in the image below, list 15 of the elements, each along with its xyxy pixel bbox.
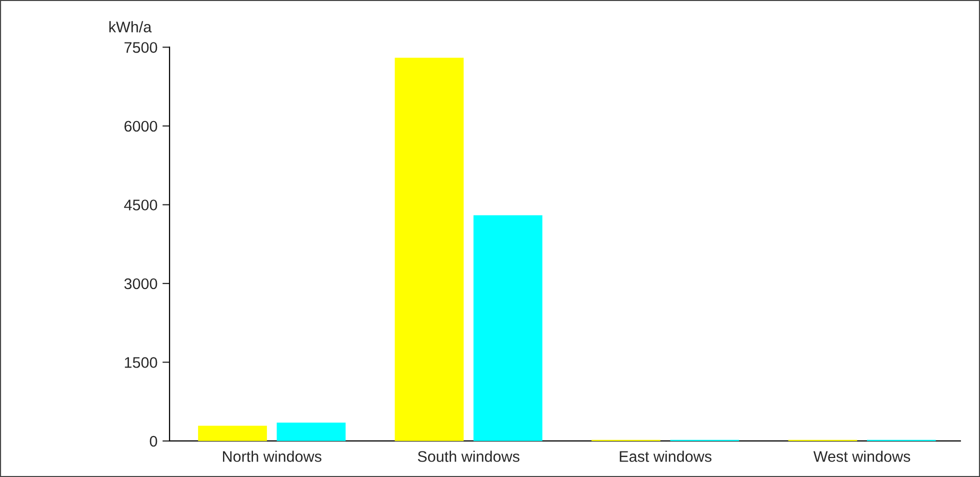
- y-axis-title: kWh/a: [109, 21, 152, 32]
- y-tick-label: 3000: [124, 278, 158, 290]
- x-tick-label: West windows: [813, 450, 910, 462]
- y-tick-label: 1500: [124, 357, 158, 368]
- bar: [473, 215, 542, 441]
- bar: [394, 58, 464, 441]
- bar: [276, 422, 346, 441]
- y-tick-label: 6000: [124, 120, 158, 132]
- y-tick-label: 0: [150, 436, 158, 447]
- x-tick-label: North windows: [223, 450, 322, 462]
- bar: [198, 426, 267, 441]
- x-tick-label: East windows: [620, 450, 712, 462]
- y-tick-label: 7500: [124, 42, 158, 53]
- y-tick-label: 4500: [124, 200, 158, 210]
- x-tick-label: South windows: [418, 450, 520, 462]
